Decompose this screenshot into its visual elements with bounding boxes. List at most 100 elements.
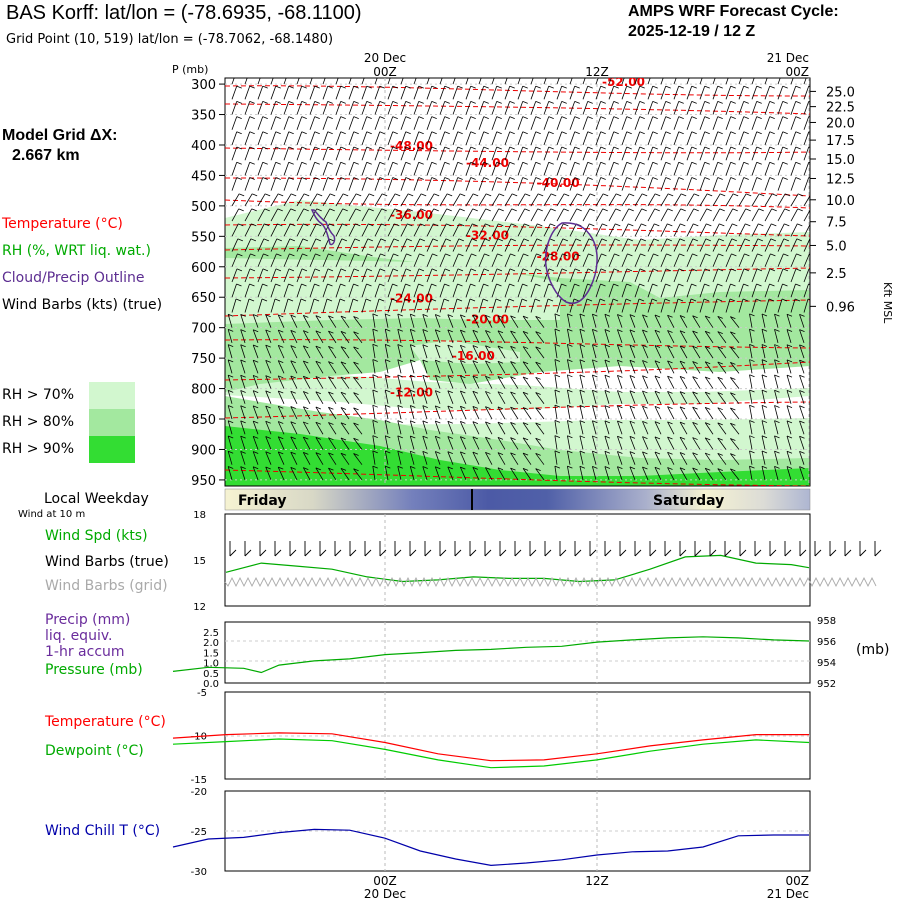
wind-barb [567,344,571,359]
wind-barb-flag [617,390,623,393]
wind-barb [579,390,584,404]
wind-barb [510,315,519,328]
wind-barb-flag [667,375,673,379]
wind-barb-flag [410,420,416,424]
wind-barb-flag [604,450,611,454]
wind-barb-flag [617,374,623,378]
wind-barb [387,86,394,100]
wind-barb [803,238,810,252]
wind-barb-flag [799,374,805,378]
wind-barb [270,86,277,100]
wind-barb-flag [340,452,347,456]
precip-tick-label: 0.0 [203,679,219,690]
wind-barb-flag [397,313,403,317]
wind-barb-flag [784,208,790,212]
wind-barb [699,101,706,115]
wind-barb-flag [550,208,556,212]
wind-barb [409,390,415,404]
wind-barb [252,436,259,450]
legend-rh: RH (%, WRT liq. wat.) [2,243,151,259]
wind-barb-flag [444,283,450,287]
wind-barb [582,268,589,283]
wind-barb-flag [550,223,556,227]
wind-barb [452,208,461,222]
wind-barb [621,223,629,237]
wind-barb [374,177,381,191]
wind-barb-flag [240,313,246,317]
wind-barb-flag [521,298,528,302]
wind-barb-flag [601,253,607,257]
wind-barb [554,359,558,374]
wind-barb-flag [785,193,791,197]
wind-barb-flag [497,452,504,455]
wind-barb [567,435,571,450]
wind-barb [361,116,368,130]
wind-barb [353,453,363,465]
wind-barb-flag [315,406,322,410]
wind-barb [567,374,571,389]
wind-barb-flag [599,298,606,302]
wind-barb [227,374,233,389]
wind-barb-flag [589,208,595,212]
wind-barb-flag [769,177,775,180]
wind-barb [751,116,758,130]
wind-barb [459,375,467,389]
wind-barb [439,116,446,130]
wind-barb-flag [509,85,515,89]
wind-barb-flag [786,420,793,424]
wind-barb [361,268,368,283]
weekday-bar [224,488,811,511]
wind-barb [447,344,454,359]
wind-barb-flag [654,375,661,379]
wind-barb [270,193,279,207]
wind-barb-flag [652,283,658,287]
wind-barb [692,346,701,359]
wind-barb [459,466,467,481]
wind-barb [465,298,471,313]
wind-barb-flag [769,146,775,150]
wind-barb [384,359,389,374]
wind-barb [608,131,615,146]
wind-barb [397,420,402,435]
wind-barb-flag [704,116,710,119]
wind-barb [374,193,383,207]
wind-barb [328,437,337,450]
wind-barb-flag [353,361,359,365]
wind-barb [265,314,272,328]
wind-barb [517,193,526,207]
wind-barb-flag [749,465,755,469]
wind-barb [595,268,602,283]
wind-barb-flag [549,238,556,242]
wind-barb [764,131,771,146]
wind-barb [725,101,732,115]
wind-barb [439,86,446,100]
wind-chill-tick-label: -20 [191,787,207,798]
wind-barb [777,101,784,115]
wind-barb [384,344,389,359]
wind-barb [387,208,396,222]
wind-barb [556,116,563,130]
wind-barb-flag [410,466,416,469]
wind-barb-flag [771,208,777,212]
wind-barb-flag [522,315,529,319]
wind-barb-flag [717,177,723,180]
wind-barb [328,330,337,344]
wind-barb [654,390,662,404]
wind-barb [679,452,688,465]
wind-barb-flag [717,361,723,365]
wind-barb [400,298,406,313]
wind-barb-flag [652,268,659,272]
wind-barb [725,78,729,85]
wind-barb [240,314,246,328]
wind-barb [673,86,680,100]
wind-barb-flag [509,268,516,272]
wind-barb-flag [353,161,359,165]
pressure-line [172,636,810,674]
wind-barb [654,314,662,328]
wind-barb [522,346,532,359]
wind-barb-flag [472,436,479,440]
wind-barb [309,86,316,100]
wind-barb-flag [470,85,476,89]
wind-barb [621,116,628,130]
wind-barb-flag [535,146,541,150]
